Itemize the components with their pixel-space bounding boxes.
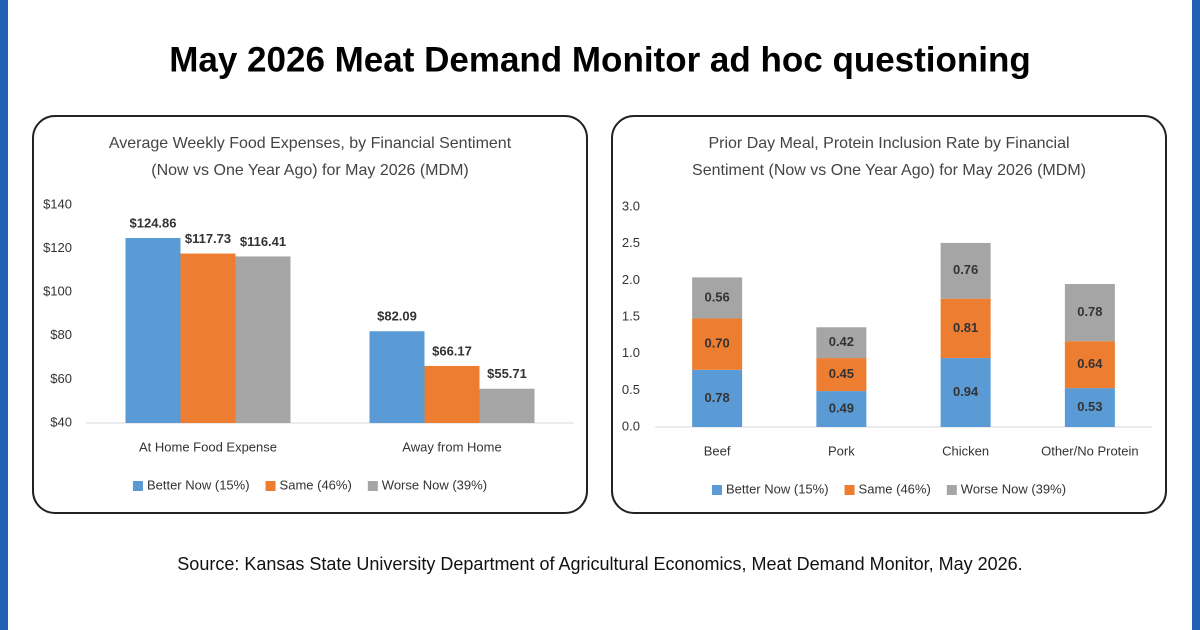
legend-swatch (265, 481, 276, 491)
page-title: May 2026 Meat Demand Monitor ad hoc ques… (169, 40, 1031, 79)
bar-segment (692, 318, 743, 370)
y-tick-label: 2.5 (622, 235, 640, 250)
bar-segment (816, 358, 867, 392)
chart-title: Sentiment (Now vs One Year Ago) for May … (692, 162, 1086, 179)
y-tick-label: $120 (43, 240, 72, 255)
y-tick-label: $100 (43, 284, 72, 299)
data-label: 0.70 (704, 336, 729, 351)
data-label: $116.41 (240, 234, 286, 249)
bar-segment (692, 369, 743, 427)
y-tick-label: $40 (50, 414, 72, 429)
y-tick-label: 0.5 (622, 382, 640, 397)
legend-swatch (711, 485, 722, 495)
data-label: 0.94 (953, 384, 979, 399)
legend-swatch (132, 481, 143, 491)
chart-title: (Now vs One Year Ago) for May 2026 (MDM) (151, 162, 468, 179)
legend-label: Worse Now (39%) (961, 481, 1066, 496)
x-tick-label: Away from Home (402, 439, 501, 454)
data-label: 0.76 (953, 262, 978, 277)
chart-title: Average Weekly Food Expenses, by Financi… (109, 135, 512, 152)
data-label: 0.42 (829, 334, 854, 349)
source: Source: Kansas State University Departme… (177, 554, 1022, 574)
legend-label: Same (46%) (280, 477, 352, 492)
data-label: $82.09 (377, 309, 417, 324)
legend-label: Better Now (15%) (726, 481, 829, 496)
y-tick-label: $140 (43, 196, 72, 211)
border-left (0, 0, 8, 630)
data-label: 0.56 (704, 289, 729, 304)
data-label: $124.86 (130, 215, 177, 230)
y-tick-label: 0.0 (622, 418, 640, 433)
legend-swatch (946, 485, 957, 495)
bar (369, 331, 425, 423)
y-tick-label: $60 (50, 371, 72, 386)
x-tick-label: Pork (828, 443, 855, 458)
bar-segment (940, 298, 991, 359)
bar-segment (816, 327, 867, 359)
bar (180, 253, 236, 423)
bar-segment (940, 242, 991, 299)
bar-segment (1064, 388, 1115, 427)
legend-label: Same (46%) (859, 481, 931, 496)
legend-swatch (367, 481, 378, 491)
bar-segment (940, 358, 991, 427)
bar (479, 388, 535, 423)
bar (424, 365, 480, 423)
bar (125, 238, 181, 423)
bar-segment (816, 391, 867, 427)
x-tick-label: Other/No Protein (1041, 443, 1139, 458)
data-label: 0.53 (1077, 399, 1102, 414)
legend-label: Better Now (15%) (147, 477, 250, 492)
data-label: 0.64 (1077, 356, 1103, 371)
x-tick-label: Chicken (942, 443, 989, 458)
y-tick-label: 3.0 (622, 198, 640, 213)
y-tick-label: 2.0 (622, 272, 640, 287)
border-right (1192, 0, 1200, 630)
chart-title: Prior Day Meal, Protein Inclusion Rate b… (708, 135, 1069, 152)
bar-segment (1064, 284, 1115, 342)
x-tick-label: Beef (704, 443, 731, 458)
legend-swatch (844, 485, 855, 495)
bar-segment (692, 277, 743, 319)
data-label: 0.78 (704, 390, 729, 405)
data-label: $117.73 (185, 231, 231, 246)
data-label: $66.17 (432, 343, 472, 358)
y-tick-label: 1.0 (622, 345, 640, 360)
y-tick-label: 1.5 (622, 308, 640, 323)
data-label: 0.49 (829, 400, 854, 415)
y-tick-label: $80 (50, 327, 72, 342)
bar-segment (1064, 341, 1115, 389)
panel (611, 115, 1167, 514)
bar (235, 256, 291, 423)
data-label: $55.71 (487, 366, 527, 381)
data-label: 0.81 (953, 320, 978, 335)
data-label: 0.45 (829, 366, 854, 381)
legend-label: Worse Now (39%) (382, 477, 487, 492)
x-tick-label: At Home Food Expense (139, 439, 277, 454)
data-label: 0.78 (1077, 304, 1102, 319)
